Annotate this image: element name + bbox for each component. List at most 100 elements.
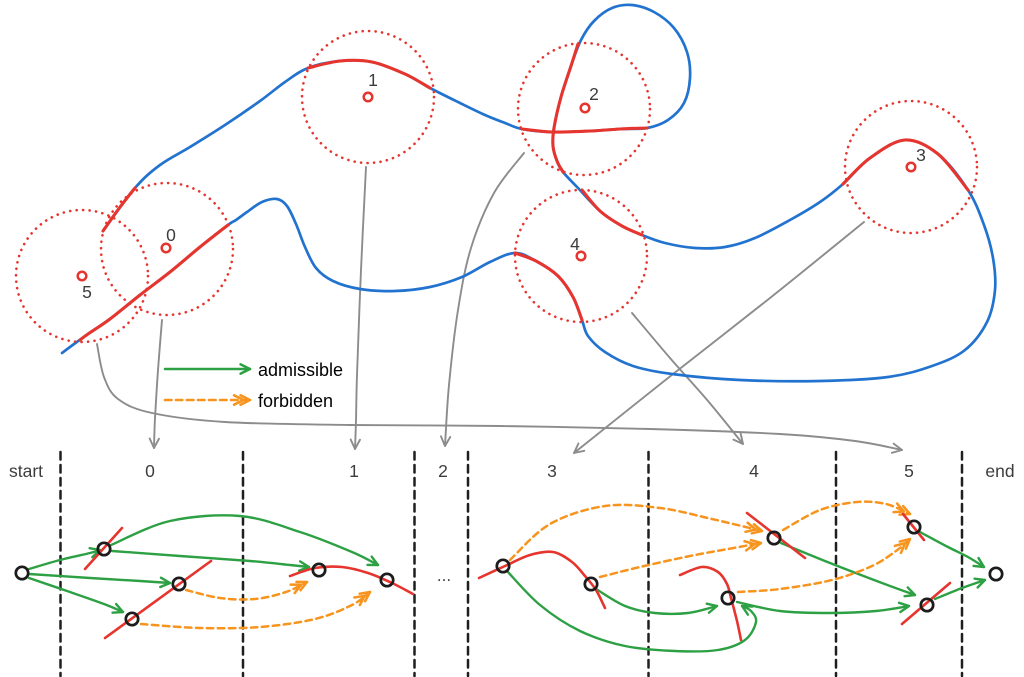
trajectory-red-segment-inside-circle-2-descent — [551, 42, 580, 174]
forbidden-edge-0c-to-1b — [139, 590, 372, 630]
tolerance-circle-4 — [513, 188, 649, 324]
admissible-edge-5a-to-end-arrowhead — [972, 556, 986, 569]
node-tangent-mark-5a — [901, 512, 926, 542]
tolerance-circle-1 — [300, 29, 436, 165]
gray-arrow-circle-3-to-column-3 — [573, 221, 865, 454]
admissible-edge-4b-to-5b — [735, 600, 911, 615]
admissible-edge-3a-to-4b — [505, 569, 758, 653]
admissible-edge-0a-to-1a-arrowhead — [297, 560, 311, 572]
gray-arrow-circle-3-to-column-3-arrowhead — [573, 442, 586, 454]
trajectory-red-segment-inside-circle-5-0-overlap — [78, 223, 230, 342]
admissible-edge-0a-to-1a — [110, 549, 311, 569]
graph-node-start — [14, 565, 30, 581]
legend: admissible forbidden — [163, 360, 343, 411]
forbidden-edge-0b-to-1a-arrowhead — [289, 580, 309, 595]
forbidden-edge-0c-to-1b-arrowhead — [353, 590, 372, 607]
legend-forbidden-label: forbidden — [258, 391, 333, 411]
forbidden-edge-4a-to-5a-arrowhead — [892, 502, 912, 516]
waypoint-label-4: 4 — [570, 234, 580, 254]
graph-node-0a — [96, 541, 112, 557]
forbidden-edge-3b-to-4a — [598, 541, 763, 579]
trajectory-red-segment-inside-circle-2-horizontal — [520, 126, 649, 134]
tolerance-circle-3 — [843, 99, 979, 235]
node-tangent-mark-0a — [83, 526, 124, 571]
gray-arrow-circle-0-to-column-0-arrowhead — [148, 437, 160, 449]
tolerance-circle-0 — [99, 181, 235, 317]
waypoint-labels-layer: 0 1 2 3 4 5 — [82, 70, 926, 302]
graph-edges-layer — [27, 500, 987, 653]
waypoint-label-5: 5 — [82, 282, 92, 302]
trajectory-red-segment-inside-circle-1 — [306, 58, 432, 90]
waypoint-center-dot-0 — [160, 242, 172, 254]
tolerance-circle-5 — [14, 208, 150, 344]
graph-node-0c — [124, 611, 140, 627]
graph-node-marks-layer — [83, 511, 952, 642]
forbidden-edge-3a-to-4a-arrowhead — [744, 521, 764, 535]
trajectory-red-segment-inside-circle-4-northeast — [580, 188, 644, 237]
graph-node-4b — [720, 590, 736, 606]
column-label-3: 3 — [547, 461, 557, 481]
forbidden-edge-4b-to-5a-arrowhead — [893, 537, 912, 555]
legend-forbidden-arrowhead — [232, 394, 252, 406]
trajectory-curve — [60, 3, 997, 383]
graph-node-0b — [171, 576, 187, 592]
node-tangent-mark-4b — [678, 565, 743, 642]
column-label-start: start — [9, 461, 43, 481]
column-label-end: end — [985, 461, 1014, 481]
gray-arrow-circle-1-to-column-1-arrowhead — [349, 438, 361, 450]
admissible-edge-0a-to-1b — [109, 514, 380, 567]
legend-admissible-arrowhead — [239, 363, 252, 375]
column-label-1: 1 — [349, 461, 359, 481]
graph-node-5a — [906, 519, 922, 535]
tolerance-circles-layer — [14, 29, 979, 344]
gray-arrow-circle-1-to-column-1 — [354, 166, 367, 450]
graph-column-labels-layer: start 0 1 2 3 4 5 end... — [9, 461, 1015, 585]
graph-node-5b — [919, 597, 935, 613]
forbidden-edge-0b-to-1a — [184, 580, 309, 601]
admissible-edge-start-to-0a — [27, 548, 102, 571]
tolerance-circle-2 — [516, 41, 652, 177]
column-label-2: 2 — [438, 461, 448, 481]
admissible-edge-start-to-0c — [27, 576, 125, 614]
column-label-4: 4 — [749, 461, 759, 481]
elided-columns-ellipsis: ... — [437, 566, 451, 585]
forbidden-edge-4b-to-5a — [736, 537, 912, 594]
admissible-edge-5b-to-end-arrowhead — [973, 577, 987, 589]
waypoint-center-dot-2 — [579, 102, 591, 114]
legend-admissible-label: admissible — [258, 360, 343, 380]
admissible-edge-3a-to-4b-arrowhead — [740, 604, 754, 616]
admissible-edge-start-to-0a-arrowhead — [88, 547, 102, 559]
graph-node-4a — [766, 530, 782, 546]
waypoint-label-0: 0 — [166, 225, 176, 245]
admissible-edge-4a-to-5b-arrowhead — [903, 586, 917, 598]
graph-node-end — [988, 566, 1004, 582]
gray-arrow-circle-5-to-column-5 — [96, 343, 903, 451]
node-tangent-mark-1ab — [288, 565, 415, 596]
gray-arrow-circle-2-to-column-2-arrowhead — [440, 435, 452, 447]
forbidden-edge-3b-to-4a-arrowhead — [743, 538, 763, 552]
forbidden-edge-4a-to-5a — [781, 500, 912, 532]
node-tangent-mark-0bc — [103, 559, 213, 640]
gray-arrow-circle-0-to-column-0 — [153, 319, 163, 449]
gray-arrow-circle-4-to-column-4 — [631, 312, 744, 445]
node-tangent-mark-4a — [745, 511, 807, 560]
trajectory-layer — [60, 3, 997, 383]
waypoint-center-dot-5 — [76, 270, 88, 282]
admissible-edge-start-to-0c-arrowhead — [111, 602, 125, 614]
admissible-edge-4a-to-5b — [779, 541, 917, 597]
in-circle-red-overlay-layer — [78, 42, 970, 342]
forbidden-edge-3a-to-4a — [508, 503, 764, 562]
gray-arrow-circle-5-to-column-5-arrowhead — [890, 442, 903, 454]
graph-node-1b — [379, 572, 395, 588]
graph-node-3a — [495, 558, 511, 574]
gray-arrow-circle-4-to-column-4-arrowhead — [732, 432, 744, 445]
gray-mapping-arrows-layer — [96, 152, 903, 454]
graph-nodes-layer — [14, 519, 1004, 627]
admissible-edge-0a-to-1b-arrowhead — [366, 555, 380, 567]
column-label-5: 5 — [904, 461, 914, 481]
waypoint-center-dot-1 — [362, 91, 374, 103]
admissible-edge-5a-to-end — [918, 530, 986, 569]
admissible-edge-4b-to-5b-arrowhead — [897, 601, 911, 614]
